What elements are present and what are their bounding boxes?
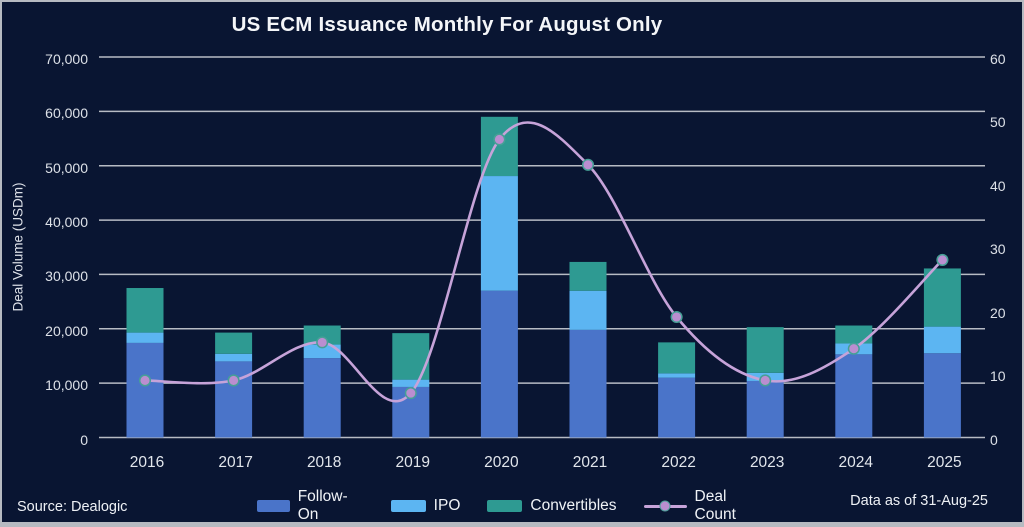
deal-count-marker-2022: [670, 310, 683, 324]
legend: Follow-On IPO Convertibles Deal Count: [257, 488, 767, 523]
legend-item-ipo: IPO: [390, 497, 461, 515]
left-axis-tick: 60,000: [45, 105, 88, 122]
right-axis-tick: 0: [990, 431, 998, 448]
x-label-2020: 2020: [484, 454, 519, 471]
bar-segment-follow-on-2018: [303, 358, 341, 438]
x-label-2022: 2022: [661, 454, 696, 471]
source-label: Source: Dealogic: [17, 499, 128, 515]
left-axis-tick: 50,000: [45, 159, 88, 176]
deal-count-marker-2025: [936, 253, 949, 266]
bar-segment-convertibles-2016: [126, 288, 164, 333]
bar-segment-convertibles-2025: [923, 268, 961, 327]
deal-count-marker-2020: [493, 133, 506, 146]
legend-label-deal-count: Deal Count: [694, 488, 736, 523]
bar-segment-ipo-2019: [392, 379, 430, 387]
right-axis-tick: 40: [990, 177, 1006, 194]
deal-count-marker-2016: [138, 374, 152, 387]
bar-segment-ipo-2022: [658, 373, 696, 378]
bar-segment-ipo-2021: [569, 290, 607, 330]
x-label-2016: 2016: [129, 454, 165, 471]
x-label-2019: 2019: [395, 454, 431, 471]
bar-segment-follow-on-2022: [658, 377, 696, 438]
bar-segment-ipo-2018: [303, 344, 341, 359]
deal-count-marker-2019: [404, 387, 417, 400]
left-axis-tick: 30,000: [45, 268, 88, 285]
legend-label-follow-on: Follow-On: [297, 488, 348, 523]
bar-segment-ipo-2016: [126, 332, 164, 343]
legend-item-deal-count: Deal Count: [643, 488, 767, 523]
x-label-2025: 2025: [927, 454, 962, 471]
legend-swatch-ipo: [390, 500, 426, 512]
bar-segment-convertibles-2023: [746, 327, 784, 373]
legend-line-sample-icon: [643, 500, 687, 513]
legend-label-convertibles: Convertibles: [530, 497, 617, 514]
legend-swatch-follow-on: [257, 500, 290, 512]
bar-segment-ipo-2020: [480, 176, 518, 291]
deal-count-marker-2023: [759, 374, 772, 387]
bar-segment-convertibles-2017: [215, 332, 253, 354]
right-axis-tick: 50: [990, 114, 1006, 131]
data-as-of-label: Data as of 31-Aug-25: [850, 493, 988, 509]
bar-segment-follow-on-2023: [746, 380, 784, 438]
deal-count-marker-2018: [316, 336, 329, 349]
bar-segment-convertibles-2021: [569, 261, 607, 291]
x-label-2024: 2024: [838, 454, 874, 471]
bar-segment-follow-on-2016: [126, 342, 164, 438]
bar-segment-follow-on-2020: [480, 290, 518, 438]
bar-segment-ipo-2017: [215, 353, 253, 362]
right-axis-tick: 60: [990, 51, 1006, 67]
legend-swatch-convertibles: [487, 500, 523, 512]
right-axis-tick: 10: [990, 368, 1006, 385]
legend-item-follow-on: Follow-On: [257, 488, 364, 523]
right-axis-tick: 30: [990, 241, 1006, 258]
left-axis-tick: 10,000: [45, 377, 88, 394]
left-axis-tick: 20,000: [45, 322, 88, 339]
bar-segment-ipo-2025: [923, 326, 961, 354]
bar-segment-convertibles-2024: [835, 325, 873, 344]
deal-count-marker-2017: [227, 374, 240, 387]
bar-segment-follow-on-2017: [215, 361, 253, 438]
deal-count-marker-2024: [847, 342, 860, 355]
right-axis-tick: 20: [990, 304, 1006, 321]
bar-segment-follow-on-2024: [835, 354, 873, 438]
deal-count-line: [144, 121, 944, 403]
deal-count-marker-2021: [581, 158, 595, 171]
bar-segment-follow-on-2021: [569, 329, 607, 438]
x-label-2017: 2017: [218, 454, 253, 471]
legend-label-ipo: IPO: [433, 497, 461, 514]
x-label-2023: 2023: [749, 454, 785, 471]
x-label-2018: 2018: [306, 454, 342, 471]
chart-title: US ECM Issuance Monthly For August Only: [231, 13, 663, 36]
left-axis-tick: 0: [80, 431, 88, 448]
bar-segment-convertibles-2022: [658, 342, 696, 374]
bar-segment-convertibles-2018: [303, 325, 341, 345]
bar-segment-follow-on-2025: [923, 353, 961, 438]
left-axis-tick: 40,000: [45, 214, 88, 231]
left-axis-tick: 70,000: [45, 51, 88, 67]
legend-item-convertibles: Convertibles: [487, 497, 617, 515]
x-label-2021: 2021: [572, 454, 608, 471]
